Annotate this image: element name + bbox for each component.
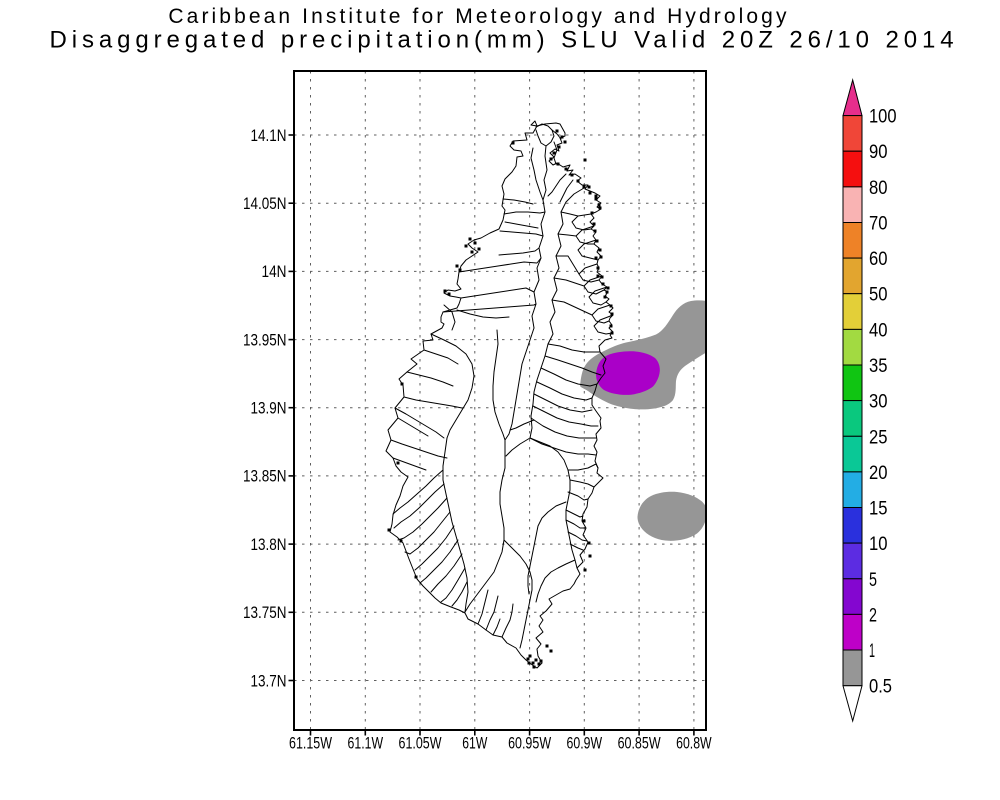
- svg-text:Caribbean Institute for Meteor: Caribbean Institute for Meteorology and …: [168, 5, 789, 28]
- svg-text:61W: 61W: [462, 735, 487, 753]
- svg-text:20: 20: [869, 463, 888, 484]
- svg-text:13.8N: 13.8N: [251, 536, 287, 554]
- svg-text:13.7N: 13.7N: [251, 672, 287, 690]
- svg-text:25: 25: [869, 427, 888, 448]
- svg-text:13.85N: 13.85N: [243, 468, 287, 486]
- svg-text:60.9W: 60.9W: [567, 735, 603, 753]
- svg-text:100: 100: [869, 107, 897, 128]
- svg-text:1: 1: [869, 641, 875, 662]
- svg-text:0.5: 0.5: [869, 677, 892, 698]
- svg-text:2: 2: [869, 605, 877, 626]
- svg-text:14.05N: 14.05N: [243, 195, 287, 213]
- svg-text:61.15W: 61.15W: [289, 735, 332, 753]
- svg-text:35: 35: [869, 356, 888, 377]
- svg-text:13.75N: 13.75N: [243, 604, 287, 622]
- svg-text:14.1N: 14.1N: [251, 127, 287, 145]
- svg-text:5: 5: [869, 570, 877, 591]
- svg-text:61.1W: 61.1W: [348, 735, 384, 753]
- svg-text:13.95N: 13.95N: [243, 331, 287, 349]
- svg-text:30: 30: [869, 392, 888, 413]
- svg-text:90: 90: [869, 142, 888, 163]
- svg-text:13.9N: 13.9N: [251, 400, 287, 418]
- svg-text:14N: 14N: [262, 263, 287, 281]
- svg-text:60: 60: [869, 249, 888, 270]
- svg-text:61.05W: 61.05W: [399, 735, 442, 753]
- svg-text:70: 70: [869, 214, 888, 235]
- svg-text:40: 40: [869, 320, 888, 341]
- svg-text:60.95W: 60.95W: [508, 735, 551, 753]
- svg-text:15: 15: [869, 499, 888, 520]
- svg-text:80: 80: [869, 178, 888, 199]
- svg-text:60.85W: 60.85W: [618, 735, 661, 753]
- svg-text:50: 50: [869, 285, 888, 306]
- svg-text:10: 10: [869, 534, 888, 555]
- svg-text:60.8W: 60.8W: [676, 735, 712, 753]
- svg-text:Disaggregated precipitation(mm: Disaggregated precipitation(mm) SLU Vali…: [50, 27, 959, 54]
